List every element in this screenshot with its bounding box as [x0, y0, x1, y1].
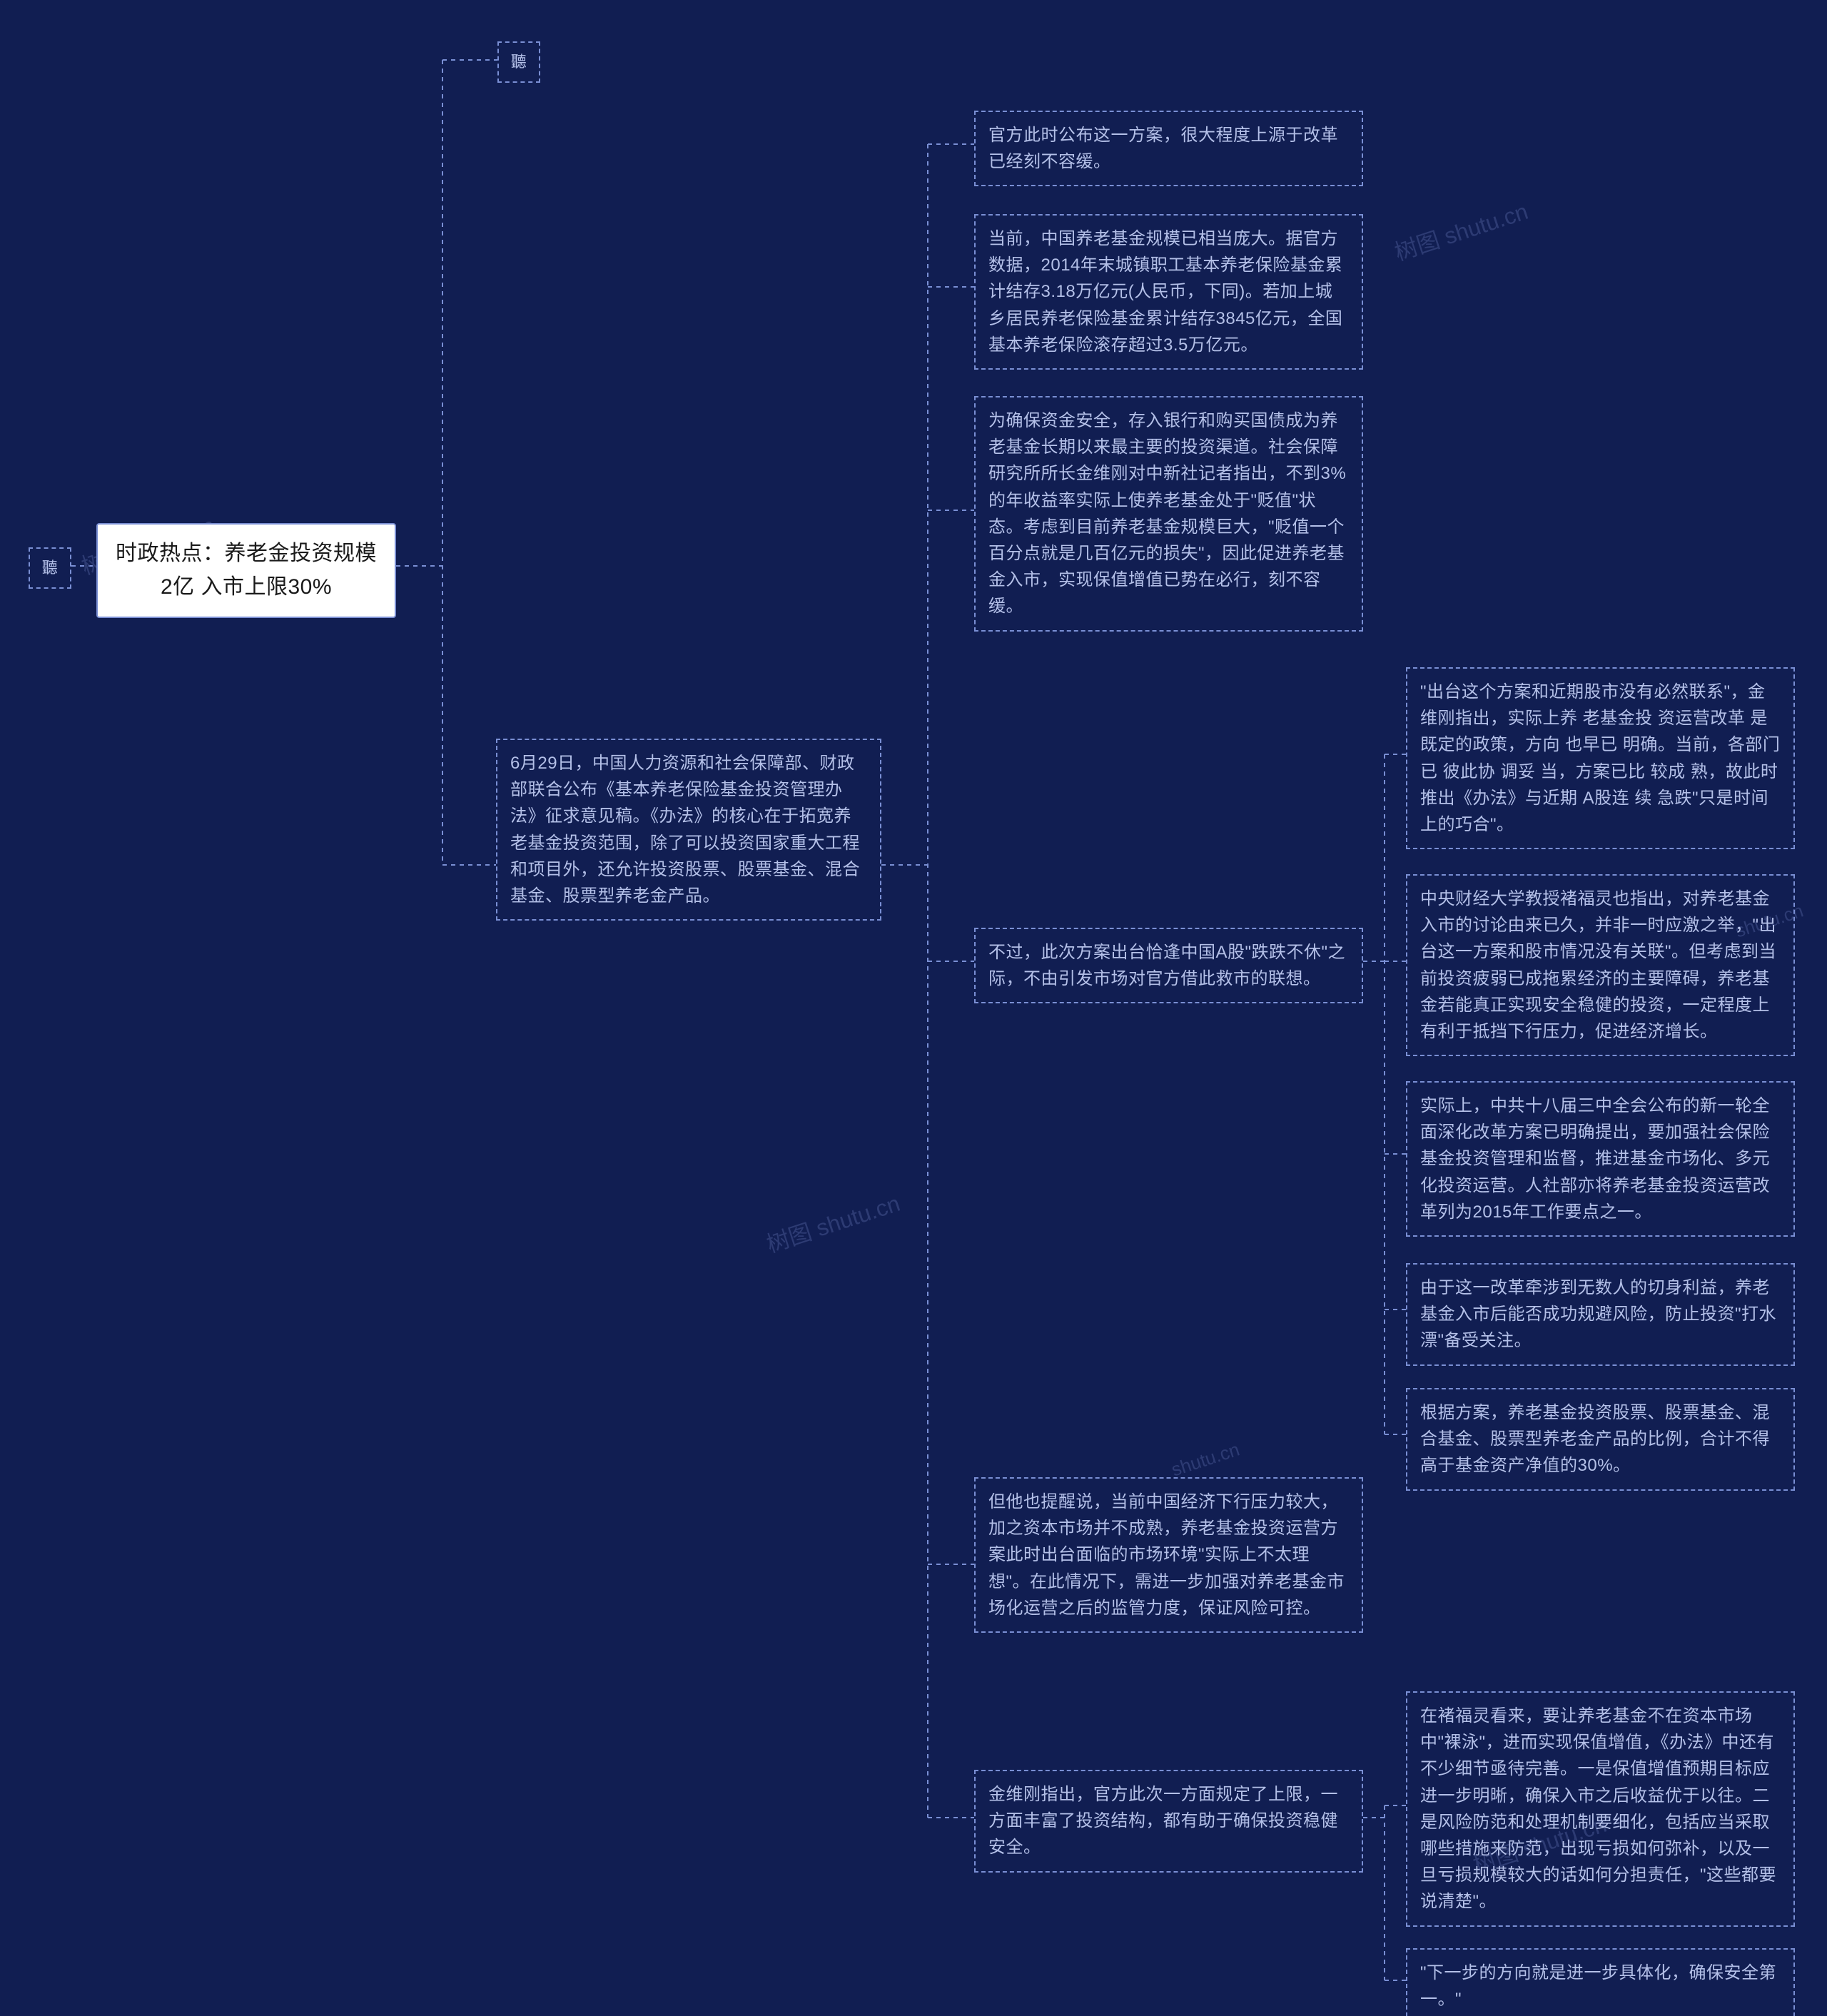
node-text: 不过，此次方案出台恰逢中国A股"跌跌不休"之际，不由引发市场对官方借此救市的联想… [988, 943, 1345, 988]
node-p3: 为确保资金安全，存入银行和购买国债成为养老基金长期以来最主要的投资渠道。社会保障… [974, 396, 1363, 632]
node-q4: 由于这一改革牵涉到无数人的切身利益，养老基金入市后能否成功规避风险，防止投资"打… [1406, 1263, 1795, 1366]
node-text: 但他也提醒说，当前中国经济下行压力较大，加之资本市场并不成熟，养老基金投资运营方… [988, 1492, 1345, 1618]
node-spacer-top: 聽 [497, 41, 540, 83]
node-text: 为确保资金安全，存入银行和购买国债成为养老基金长期以来最主要的投资渠道。社会保障… [988, 411, 1346, 616]
node-p1: 官方此时公布这一方案，很大程度上源于改革已经刻不容缓。 [974, 111, 1363, 186]
node-text: 由于这一改革牵涉到无数人的切身利益，养老基金入市后能否成功规避风险，防止投资"打… [1420, 1278, 1776, 1350]
node-q5: 根据方案，养老基金投资股票、股票基金、混合基金、股票型养老金产品的比例，合计不得… [1406, 1388, 1795, 1491]
node-q2: 中央财经大学教授褚福灵也指出，对养老基金入市的讨论由来已久，并非一时应激之举，"… [1406, 874, 1795, 1056]
node-level2-main: 6月29日，中国人力资源和社会保障部、财政部联合公布《基本养老保险基金投资管理办… [496, 739, 881, 921]
node-text: 时政热点：养老金投资规模2亿 入市上限30% [116, 542, 377, 599]
node-p4: 不过，此次方案出台恰逢中国A股"跌跌不休"之际，不由引发市场对官方借此救市的联想… [974, 928, 1363, 1003]
node-text: 聽 [511, 53, 527, 71]
watermark: 树图 shutu.cn [1390, 193, 1532, 268]
node-q3: 实际上，中共十八届三中全会公布的新一轮全面深化改革方案已明确提出，要加强社会保险… [1406, 1081, 1795, 1237]
node-r2: "下一步的方向就是进一步具体化，确保安全第一。" [1406, 1948, 1795, 2016]
node-text: "出台这个方案和近期股市没有必然联系"，金维刚指出，实际上养 老基金投 资运营改… [1420, 682, 1780, 834]
node-text: 官方此时公布这一方案，很大程度上源于改革已经刻不容缓。 [988, 126, 1338, 171]
node-p2: 当前，中国养老基金规模已相当庞大。据官方数据，2014年末城镇职工基本养老保险基… [974, 214, 1363, 370]
node-root: 时政热点：养老金投资规模2亿 入市上限30% [96, 523, 396, 618]
node-text: 中央财经大学教授褚福灵也指出，对养老基金入市的讨论由来已久，并非一时应激之举，"… [1420, 889, 1776, 1041]
watermark: 树图 shutu.cn [762, 1185, 904, 1260]
node-p5: 但他也提醒说，当前中国经济下行压力较大，加之资本市场并不成熟，养老基金投资运营方… [974, 1477, 1363, 1633]
node-q1: "出台这个方案和近期股市没有必然联系"，金维刚指出，实际上养 老基金投 资运营改… [1406, 667, 1795, 849]
node-text: 在褚福灵看来，要让养老基金不在资本市场中"裸泳"，进而实现保值增值，《办法》中还… [1420, 1706, 1776, 1911]
node-r1: 在褚福灵看来，要让养老基金不在资本市场中"裸泳"，进而实现保值增值，《办法》中还… [1406, 1691, 1795, 1927]
node-text: 聽 [42, 559, 59, 577]
node-text: 根据方案，养老基金投资股票、股票基金、混合基金、股票型养老金产品的比例，合计不得… [1420, 1403, 1770, 1475]
mindmap-canvas: 树图 shutu.cn树图 shutu.cn树图 shutu.cn树图 shut… [0, 0, 1827, 2016]
node-text: 金维刚指出，官方此次一方面规定了上限，一方面丰富了投资结构，都有助于确保投资稳健… [988, 1785, 1338, 1857]
node-p6: 金维刚指出，官方此次一方面规定了上限，一方面丰富了投资结构，都有助于确保投资稳健… [974, 1770, 1363, 1873]
node-text: "下一步的方向就是进一步具体化，确保安全第一。" [1420, 1963, 1776, 2009]
node-text: 当前，中国养老基金规模已相当庞大。据官方数据，2014年末城镇职工基本养老保险基… [988, 229, 1342, 355]
node-spacer-left: 聽 [29, 547, 71, 589]
node-text: 实际上，中共十八届三中全会公布的新一轮全面深化改革方案已明确提出，要加强社会保险… [1420, 1096, 1770, 1222]
watermark: shutu.cn [1169, 1439, 1243, 1481]
node-text: 6月29日，中国人力资源和社会保障部、财政部联合公布《基本养老保险基金投资管理办… [510, 754, 860, 906]
